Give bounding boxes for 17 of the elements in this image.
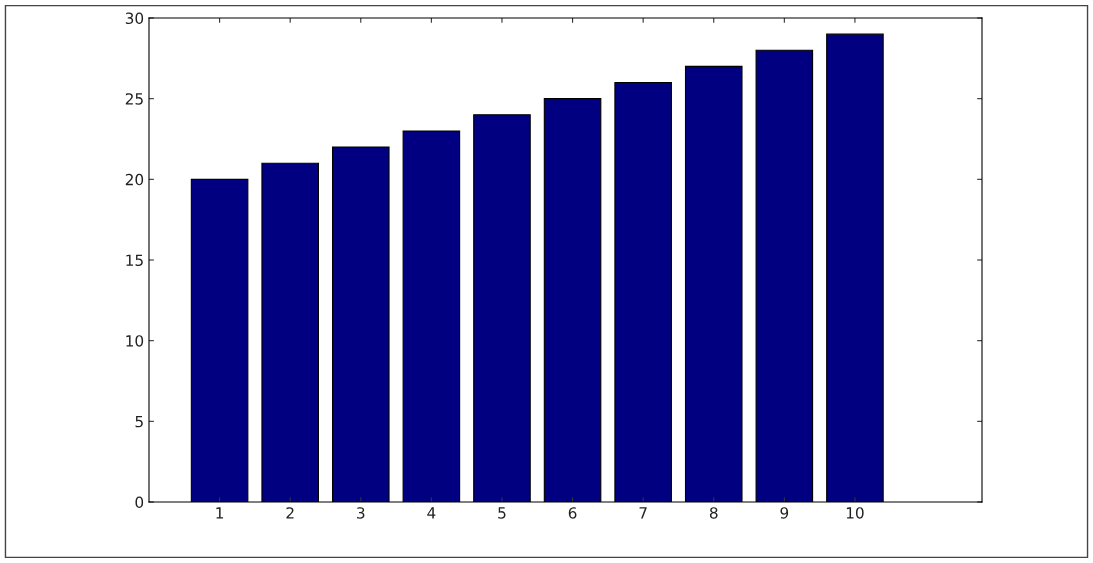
y-tick-label: 15: [126, 254, 143, 267]
y-tick-label: 25: [125, 93, 143, 105]
x-tick-label: 9: [780, 507, 789, 519]
y-tick-label: 5: [135, 416, 143, 428]
x-tick-label: 2: [286, 507, 294, 519]
x-tick-label: 3: [357, 507, 365, 519]
y-tick-label: 0: [135, 496, 144, 509]
x-tick-label: 7: [639, 507, 647, 519]
x-tick-label: 1: [216, 507, 224, 519]
y-tick-label: 30: [125, 12, 144, 25]
x-tick-label: 4: [427, 507, 436, 519]
y-tick-label: 10: [126, 335, 144, 347]
x-tick-label: 6: [568, 507, 577, 519]
x-tick-label: 10: [846, 507, 864, 519]
y-tick-label: 20: [125, 173, 144, 186]
x-tick-label: 8: [709, 507, 718, 519]
x-tick-label: 5: [498, 507, 506, 519]
